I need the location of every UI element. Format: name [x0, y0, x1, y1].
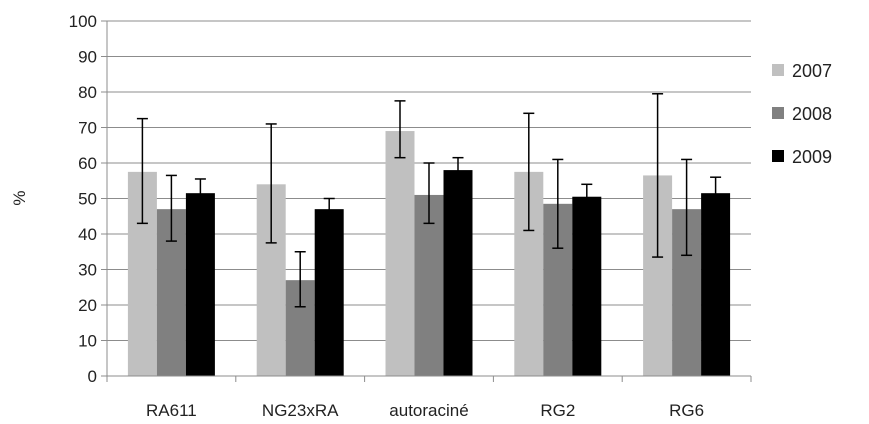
y-tick-label: 30	[78, 261, 97, 280]
y-axis-label: %	[10, 190, 29, 205]
y-tick-label: 100	[69, 12, 97, 31]
x-tick-label: RG6	[669, 401, 704, 420]
bar-2009-RG6	[701, 193, 731, 376]
y-tick-label: 50	[78, 190, 97, 209]
x-tick-labels: RA611 NG23xRA autoraciné RG2 RG6	[146, 401, 704, 420]
legend-label-2007: 2007	[792, 61, 832, 81]
y-tick-label: 10	[78, 332, 97, 351]
x-tick-label: RG2	[540, 401, 575, 420]
y-tick-label: 90	[78, 48, 97, 67]
x-tick-label: RA611	[146, 401, 197, 420]
bar-2009-RG2	[572, 196, 602, 376]
legend-label-2008: 2008	[792, 104, 832, 124]
y-tick-labels: 0 10 20 30 40 50 60 70 80 90 100	[69, 12, 97, 386]
bar-2008-autoraciné	[414, 194, 444, 376]
bar-2009-NG23xRA	[314, 209, 344, 376]
bar-2009-autoraciné	[443, 170, 473, 376]
legend-label-2009: 2009	[792, 147, 832, 167]
legend: 2007 2008 2009	[772, 61, 832, 167]
y-tick-label: 70	[78, 119, 97, 138]
y-tick-label: 0	[88, 367, 97, 386]
legend-swatch-2009	[772, 150, 784, 162]
legend-swatch-2008	[772, 107, 784, 119]
bar-2009-RA611	[185, 193, 215, 376]
y-tick-label: 60	[78, 154, 97, 173]
y-tick-label: 80	[78, 83, 97, 102]
x-tick-label: autoraciné	[389, 401, 468, 420]
error-bars	[136, 93, 722, 308]
x-tick-label: NG23xRA	[262, 401, 339, 420]
bar-2007-autoraciné	[385, 131, 415, 376]
y-tick-label: 40	[78, 225, 97, 244]
y-tick-label: 20	[78, 296, 97, 315]
axes	[101, 20, 752, 382]
legend-swatch-2007	[772, 64, 784, 76]
